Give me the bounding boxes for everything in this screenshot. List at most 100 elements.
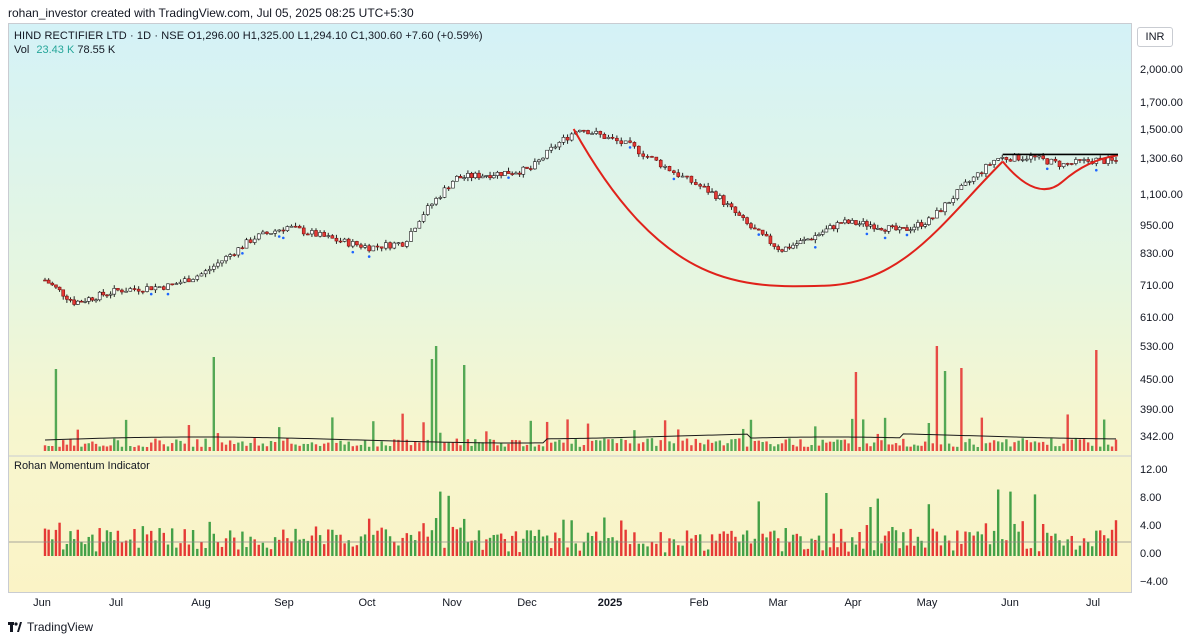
momentum-bar: [269, 549, 273, 556]
momentum-bar: [722, 531, 725, 556]
candle-body: [388, 242, 392, 249]
currency-button[interactable]: INR: [1137, 27, 1173, 47]
candle-body: [1065, 163, 1070, 165]
volume-bar: [710, 442, 714, 451]
volume-bar: [503, 446, 507, 451]
momentum-bar: [499, 533, 503, 556]
candle-body: [293, 225, 298, 228]
momentum-bar: [388, 536, 392, 556]
momentum-bar: [570, 520, 573, 556]
candle-body: [764, 233, 769, 237]
momentum-bar: [769, 531, 772, 556]
momentum-bar: [1033, 494, 1037, 556]
momentum-bar: [843, 541, 847, 556]
volume-bar: [650, 438, 654, 451]
volume-bar: [586, 423, 590, 451]
momentum-bar: [1025, 548, 1029, 556]
momentum-bar: [116, 530, 120, 556]
time-axis-label: Jun: [33, 597, 51, 609]
volume-bar: [116, 440, 120, 451]
candle-body: [927, 217, 931, 225]
volume-bar: [876, 433, 880, 451]
candle-body: [455, 176, 459, 182]
momentum-bar: [902, 532, 905, 556]
volume-bar: [347, 441, 350, 451]
volume-bar: [286, 438, 289, 451]
volume-bar: [1037, 442, 1041, 451]
momentum-bar: [960, 543, 963, 556]
volume-bar: [1033, 441, 1037, 451]
volume-bar: [810, 445, 813, 451]
candle-body: [557, 142, 562, 148]
volume-bar: [655, 445, 658, 451]
price-tick-label: 342.00: [1140, 431, 1174, 443]
momentum-bar: [872, 550, 876, 556]
chart-frame[interactable]: [8, 23, 1132, 593]
candle-body: [252, 238, 257, 243]
momentum-bar: [1078, 545, 1082, 556]
candle-body: [923, 224, 927, 227]
candle-body: [83, 301, 87, 303]
candle-body: [318, 232, 322, 237]
momentum-bar: [935, 531, 939, 556]
candle-body: [97, 291, 102, 301]
momentum-bar: [477, 530, 481, 556]
momentum-bar: [956, 530, 959, 556]
candle-body: [149, 286, 154, 291]
candle-body: [951, 198, 956, 203]
momentum-bar: [1106, 538, 1110, 556]
candle-body: [988, 164, 992, 166]
momentum-bar: [883, 535, 887, 556]
candle-body: [714, 191, 718, 199]
volume-bar: [91, 441, 94, 451]
price-axis[interactable]: [1132, 23, 1200, 593]
candle-body: [244, 239, 249, 249]
volume-bar: [137, 445, 140, 451]
volume-bar: [566, 419, 569, 451]
volume-bar: [927, 423, 931, 451]
candle-body: [355, 241, 359, 246]
candle-body: [935, 210, 939, 219]
momentum-bar: [282, 529, 285, 556]
candle-body: [451, 180, 455, 189]
candle-body: [101, 291, 106, 296]
momentum-bar: [1095, 530, 1098, 556]
momentum-tick-label: 0.00: [1140, 548, 1162, 560]
candle-body: [281, 229, 286, 232]
candle-body: [854, 220, 858, 225]
volume-bar: [883, 417, 887, 451]
volume-bar: [1046, 444, 1049, 451]
momentum-bar: [65, 543, 69, 556]
volume-bar: [931, 443, 934, 451]
volume-bar: [663, 420, 667, 451]
volume-bar: [558, 439, 561, 451]
volume-bar: [113, 438, 116, 451]
momentum-bar: [426, 536, 429, 556]
candle-body: [326, 235, 331, 237]
candle-body: [776, 246, 781, 250]
momentum-bar: [1013, 523, 1016, 556]
candle-body: [367, 245, 371, 252]
price-tick-label: 2,000.00: [1140, 64, 1183, 76]
candle-body: [405, 241, 409, 247]
volume-bar: [166, 446, 170, 451]
footer-brand[interactable]: TradingView: [8, 620, 93, 634]
candle-body: [846, 219, 851, 224]
volume-bar: [1078, 439, 1082, 451]
momentum-bar: [806, 548, 810, 556]
volume-bar: [624, 440, 627, 451]
momentum-bar: [228, 530, 232, 556]
chart-canvas[interactable]: [9, 24, 1132, 593]
momentum-bar: [241, 531, 244, 556]
volume-bar: [935, 346, 939, 451]
volume-bar: [541, 446, 545, 451]
candle-body: [338, 240, 343, 243]
momentum-bar: [51, 539, 54, 556]
momentum-bar: [302, 538, 305, 556]
candle-body: [632, 142, 637, 147]
volume-bar: [87, 443, 90, 451]
candle-body: [1020, 159, 1025, 161]
momentum-bar: [481, 549, 484, 556]
time-axis-label: Jul: [108, 597, 124, 609]
candle-body: [820, 231, 825, 235]
